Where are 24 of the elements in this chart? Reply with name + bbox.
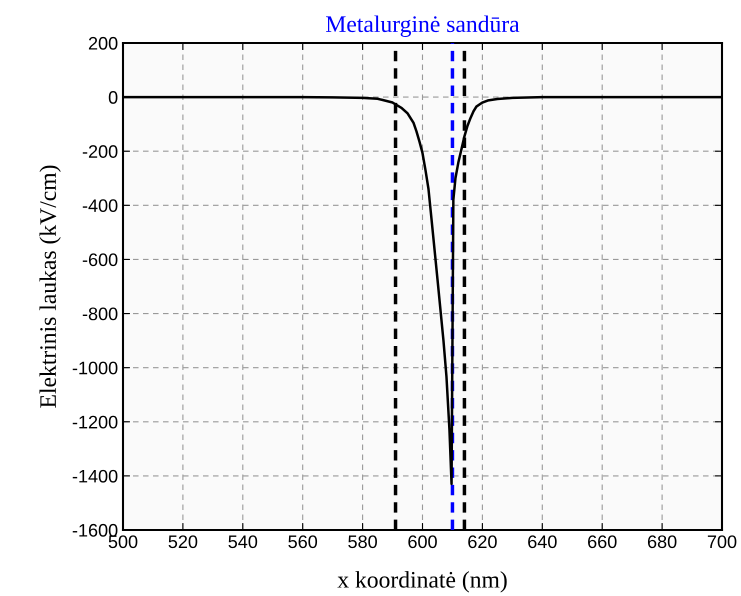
- y-tick-label: -1600: [72, 524, 118, 537]
- y-tick-label: -800: [82, 307, 118, 320]
- x-axis-title: x koordinatė (nm): [337, 571, 507, 593]
- y-tick-label: -1200: [72, 416, 118, 428]
- x-tick-label: 600: [408, 535, 437, 548]
- y-tick-label: -400: [82, 199, 118, 212]
- x-tick-label: 500: [108, 535, 138, 548]
- x-tick-label: 540: [228, 535, 258, 548]
- x-tick-label: 620: [468, 535, 497, 548]
- y-tick-label: 0: [108, 91, 118, 104]
- chart-title: Metalurginė sandūra: [326, 16, 520, 37]
- x-tick-label: 660: [588, 535, 617, 548]
- y-tick-label: -600: [82, 253, 118, 266]
- y-axis-title: Elektrinis laukas (kV/cm): [39, 166, 61, 408]
- y-tick-label: -200: [82, 145, 118, 158]
- x-tick-label: 580: [348, 535, 377, 548]
- x-tick-label: 640: [528, 535, 557, 548]
- y-tick-label: -1000: [72, 362, 118, 374]
- y-tick-label: 200: [88, 36, 118, 50]
- x-tick-label: 560: [288, 535, 318, 548]
- x-tick-label: 520: [168, 535, 198, 548]
- x-tick-label: 700: [708, 535, 736, 548]
- y-tick-label: -1400: [72, 470, 118, 483]
- x-tick-label: 680: [648, 535, 676, 548]
